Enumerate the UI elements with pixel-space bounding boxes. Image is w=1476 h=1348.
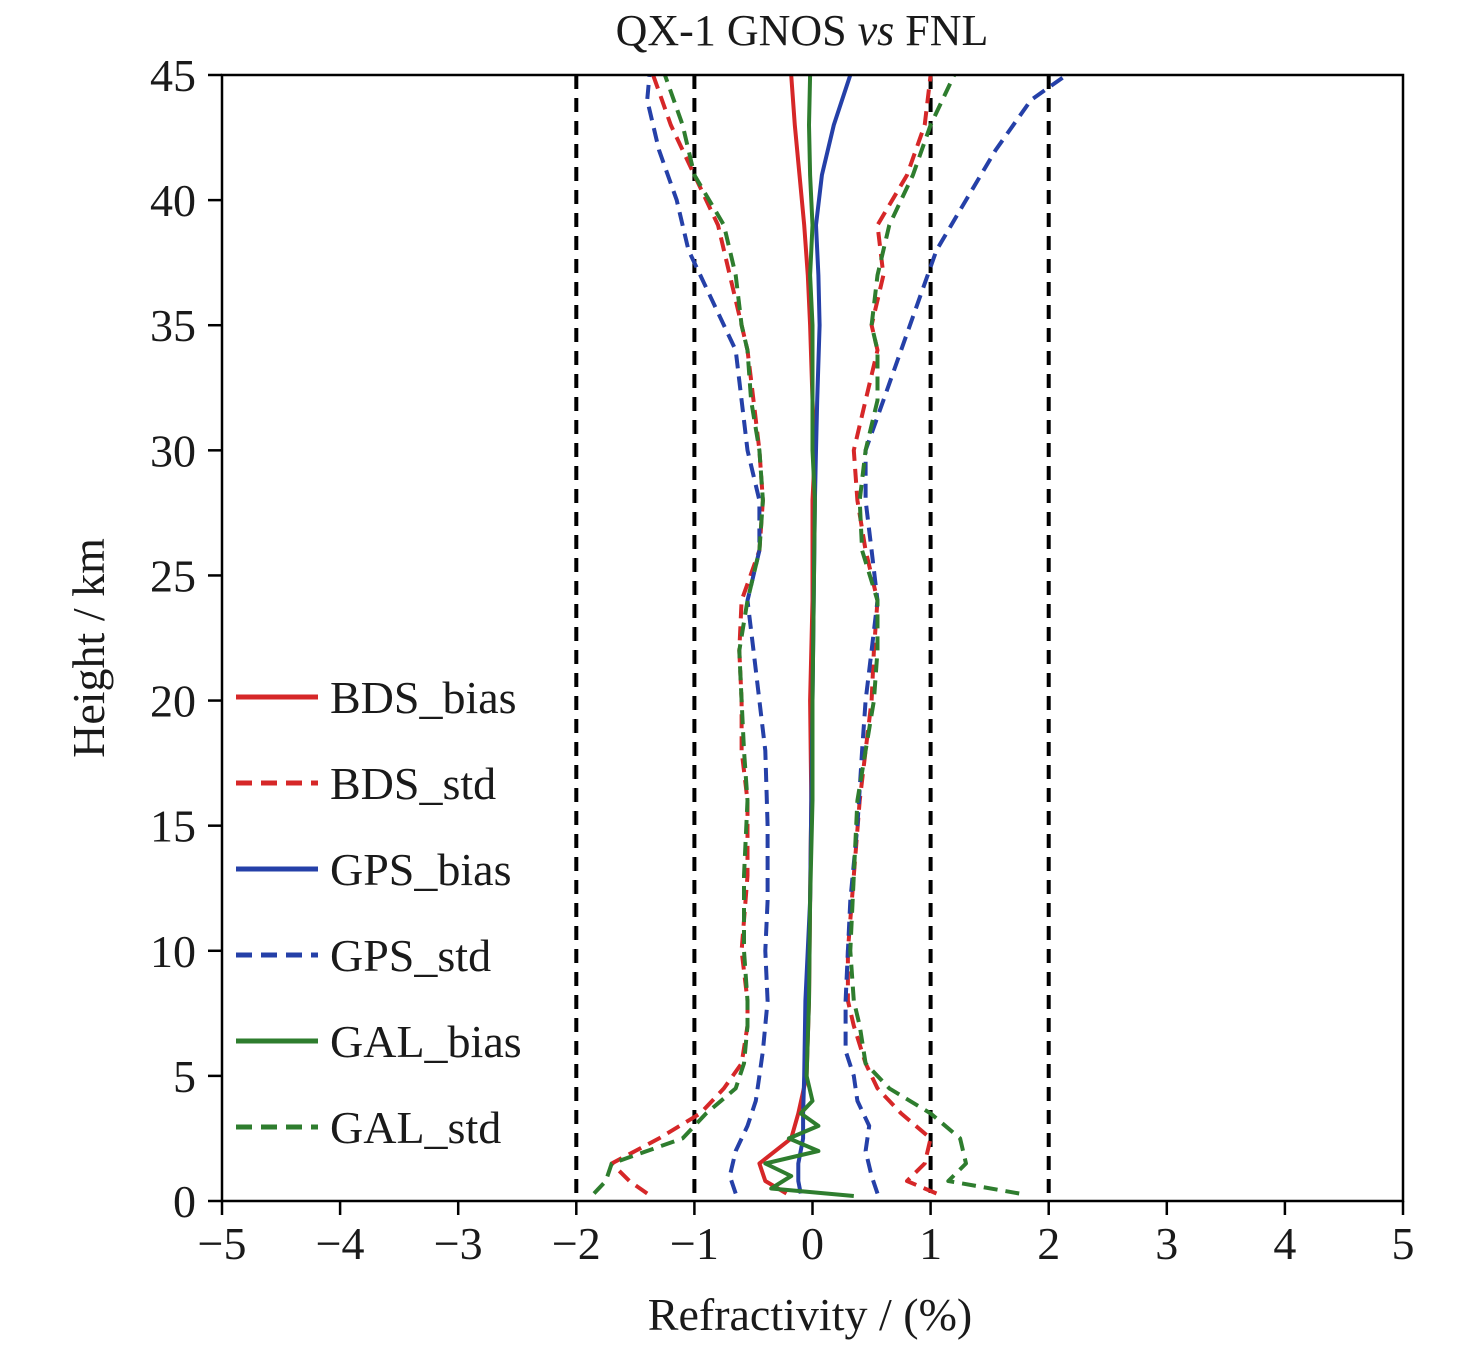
legend-label: GPS_bias: [330, 844, 511, 895]
y-axis: 0 5 10 15 20 25 30 35 40 45: [150, 50, 222, 1227]
series-gal-std-negative-line: [592, 74, 765, 1195]
chart-title-tail: FNL: [894, 6, 988, 55]
x-tick-label: 1: [919, 1218, 942, 1269]
y-tick-label: 10: [150, 926, 196, 977]
y-tick-label: 45: [150, 50, 196, 101]
x-tick-label: −3: [434, 1218, 483, 1269]
legend: BDS_bias BDS_std GPS_bias GPS_std GAL_bias GA…: [236, 672, 522, 1153]
y-tick-label: 40: [150, 175, 196, 226]
legend-label: BDS_std: [330, 758, 496, 809]
x-tick-label: 0: [801, 1218, 824, 1269]
x-tick-label: −2: [552, 1218, 601, 1269]
series-gal-std-positive-line: [848, 74, 1020, 1196]
y-tick-label: 5: [173, 1051, 196, 1102]
y-tick-label: 30: [150, 425, 196, 476]
y-axis-label: Height / km: [63, 538, 114, 758]
legend-label: BDS_bias: [330, 672, 517, 723]
x-axis-label: Refractivity / (%): [648, 1289, 972, 1340]
x-axis: −5 −4 −3 −2 −1 0 1 2 3 4 5: [198, 1201, 1415, 1269]
chart-title: QX-1 GNOS vs FNL: [616, 6, 989, 55]
legend-label: GAL_bias: [330, 1016, 522, 1067]
series-gal-bias-line: [763, 74, 854, 1198]
x-tick-label: 4: [1273, 1218, 1296, 1269]
series-gps-std-positive-line: [843, 73, 1068, 1195]
x-tick-label: −1: [670, 1218, 719, 1269]
series-bds-std-positive-line: [845, 74, 938, 1196]
x-tick-label: 3: [1155, 1218, 1178, 1269]
y-tick-label: 0: [173, 1176, 196, 1227]
chart-title-italic: vs: [858, 6, 895, 55]
legend-label: GPS_std: [330, 930, 491, 981]
x-tick-label: 2: [1037, 1218, 1060, 1269]
x-tick-label: 5: [1392, 1218, 1415, 1269]
y-tick-label: 20: [150, 676, 196, 727]
y-tick-label: 35: [150, 300, 196, 351]
x-tick-label: −4: [316, 1218, 365, 1269]
y-tick-label: 25: [150, 550, 196, 601]
y-tick-label: 15: [150, 801, 196, 852]
legend-label: GAL_std: [330, 1102, 501, 1153]
x-tick-label: −5: [198, 1218, 247, 1269]
series-layer: [592, 73, 1068, 1198]
series-gps-std-negative-line: [645, 74, 770, 1195]
chart-title-main: QX-1 GNOS: [616, 6, 858, 55]
